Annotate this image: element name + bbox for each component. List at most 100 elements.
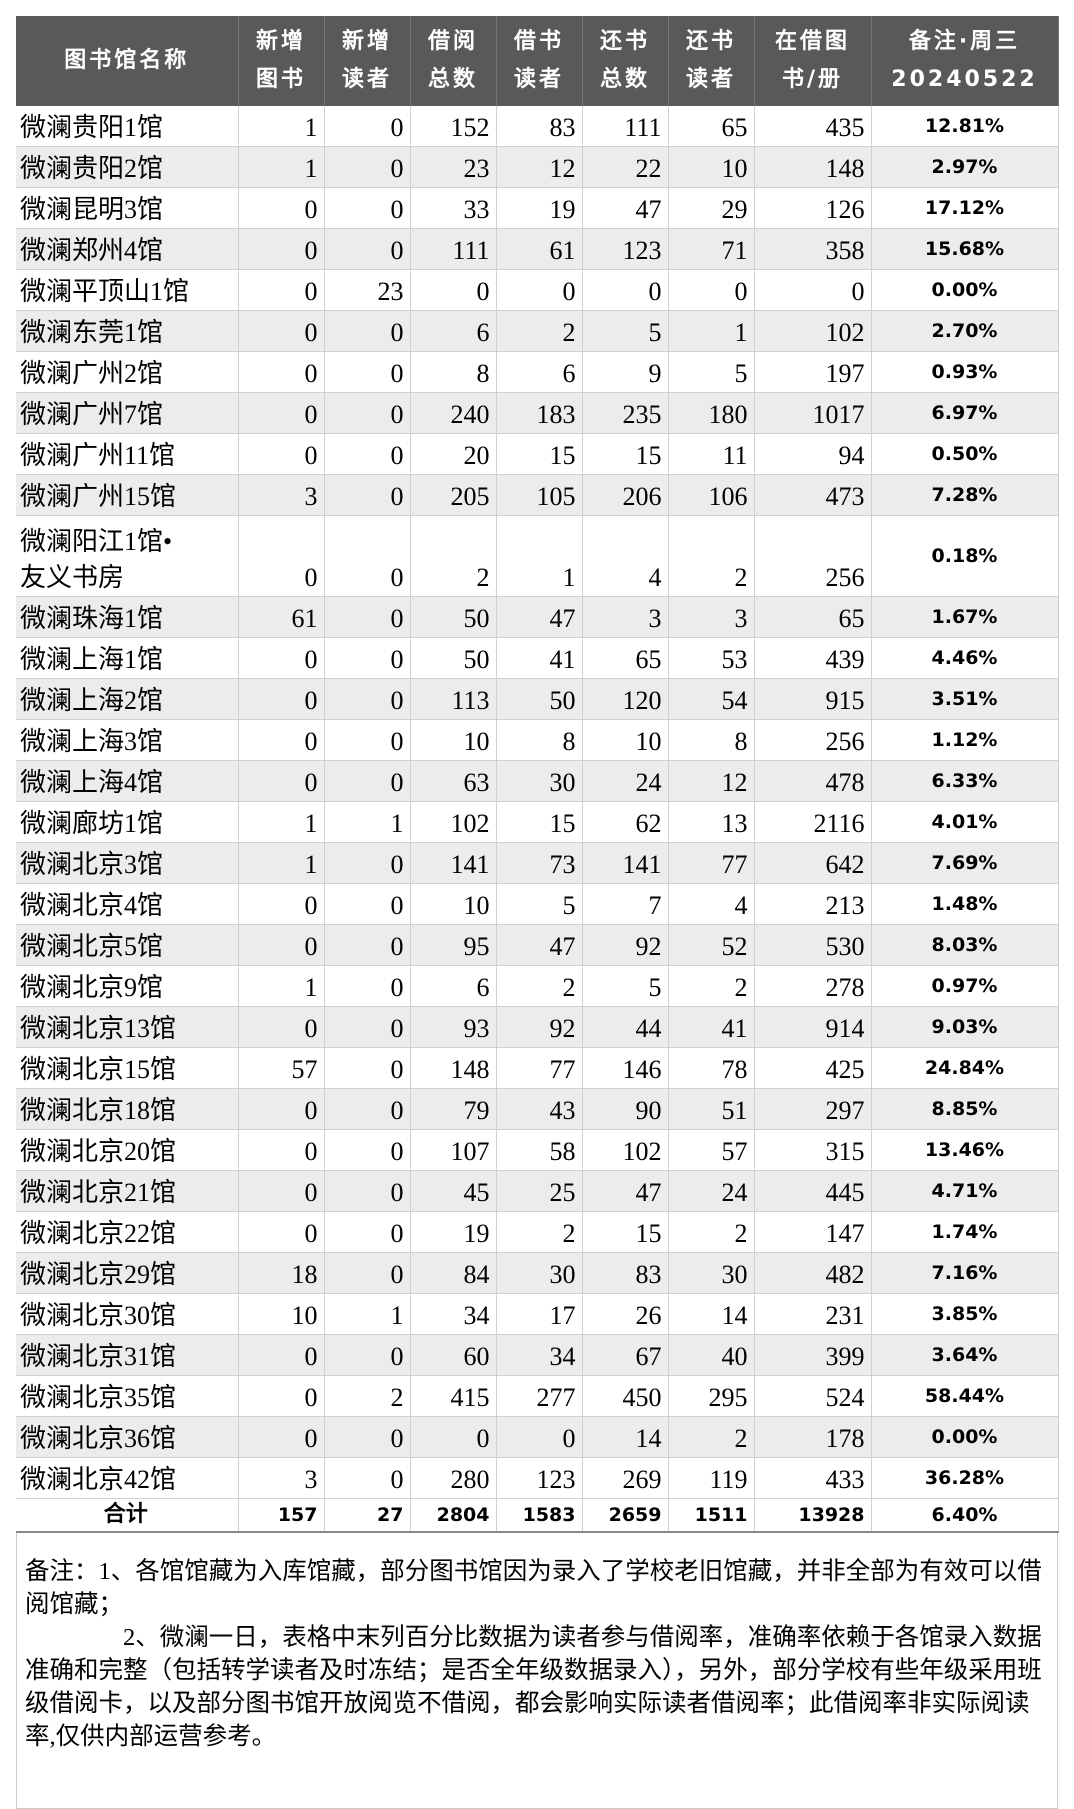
total-cell: 13928 (754, 1498, 872, 1533)
library-name: 微澜北京30馆 (16, 1293, 239, 1335)
cell: 295 (668, 1375, 755, 1417)
cell: 6.33% (871, 760, 1059, 802)
cell: 0 (238, 269, 325, 311)
library-name: 微澜东莞1馆 (16, 310, 239, 352)
cell: 50 (410, 637, 497, 679)
cell: 399 (754, 1334, 872, 1376)
cell: 2 (496, 310, 583, 352)
cell: 0 (324, 678, 411, 720)
cell: 0 (324, 1457, 411, 1499)
cell: 0 (324, 515, 411, 597)
cell: 0 (668, 269, 755, 311)
column-header: 借书 读者 (496, 16, 583, 106)
cell: 8.03% (871, 924, 1059, 966)
cell: 6 (496, 351, 583, 393)
cell: 53 (668, 637, 755, 679)
cell: 0.97% (871, 965, 1059, 1007)
document: 图书馆名称 新增 图书 新增 读者 借阅 总数 借书 读者 还书 总数 还书 读者 在借图 书… (16, 16, 1059, 1809)
cell: 13 (668, 801, 755, 843)
cell: 0 (238, 187, 325, 229)
cell: 0 (754, 269, 872, 311)
cell: 197 (754, 351, 872, 393)
cell: 12 (668, 760, 755, 802)
cell: 0 (238, 310, 325, 352)
library-name: 微澜平顶山1馆 (16, 269, 239, 311)
table-row: 微澜北京9馆 1 0 6 2 5 2 278 0.97% (16, 965, 1059, 1007)
cell: 22 (582, 146, 669, 188)
cell: 18 (238, 1252, 325, 1294)
cell: 63 (410, 760, 497, 802)
cell: 102 (754, 310, 872, 352)
cell: 3.51% (871, 678, 1059, 720)
table-row: 微澜广州11馆 0 0 20 15 15 11 94 0.50% (16, 433, 1059, 475)
cell: 17 (496, 1293, 583, 1335)
library-name: 微澜北京9馆 (16, 965, 239, 1007)
cell: 6.97% (871, 392, 1059, 434)
cell: 0 (324, 842, 411, 884)
library-name: 微澜广州15馆 (16, 474, 239, 516)
cell: 10 (668, 146, 755, 188)
cell: 65 (754, 596, 872, 638)
cell: 0 (324, 596, 411, 638)
total-row: 合计 157 27 2804 1583 2659 1511 13928 6.40% (16, 1498, 1059, 1533)
table-row: 微澜贵阳1馆 1 0 152 83 111 65 435 12.81% (16, 106, 1059, 147)
table-row: 微澜昆明3馆 0 0 33 19 47 29 126 17.12% (16, 187, 1059, 229)
cell: 0.18% (871, 515, 1059, 597)
cell: 147 (754, 1211, 872, 1253)
cell: 113 (410, 678, 497, 720)
library-name: 微澜北京5馆 (16, 924, 239, 966)
cell: 0 (324, 965, 411, 1007)
cell: 8.85% (871, 1088, 1059, 1130)
library-name: 微澜上海3馆 (16, 719, 239, 761)
cell: 0 (238, 678, 325, 720)
cell: 315 (754, 1129, 872, 1171)
cell: 47 (496, 924, 583, 966)
library-name: 微澜阳江1馆• 友义书房 (16, 515, 239, 597)
cell: 0 (324, 392, 411, 434)
library-name: 微澜广州7馆 (16, 392, 239, 434)
cell: 58.44% (871, 1375, 1059, 1417)
cell: 41 (668, 1006, 755, 1048)
cell: 7.28% (871, 474, 1059, 516)
table-row: 微澜北京5馆 0 0 95 47 92 52 530 8.03% (16, 924, 1059, 966)
cell: 256 (754, 515, 872, 597)
library-name: 微澜昆明3馆 (16, 187, 239, 229)
cell: 0 (324, 433, 411, 475)
library-name: 微澜北京35馆 (16, 1375, 239, 1417)
note: 备注：1、各馆馆藏为入库馆藏，部分图书馆因为录入了学校老旧馆藏，并非全部为有效可… (25, 1558, 1042, 1618)
cell: 2 (496, 965, 583, 1007)
cell: 0 (496, 269, 583, 311)
cell: 61 (496, 228, 583, 270)
cell: 30 (496, 760, 583, 802)
header-row: 图书馆名称 新增 图书 新增 读者 借阅 总数 借书 读者 还书 总数 还书 读者 在借图 书… (16, 16, 1059, 106)
cell: 530 (754, 924, 872, 966)
cell: 1.48% (871, 883, 1059, 925)
cell: 1 (238, 842, 325, 884)
cell: 0 (324, 310, 411, 352)
cell: 12 (496, 146, 583, 188)
cell: 111 (410, 228, 497, 270)
cell: 0 (410, 1416, 497, 1458)
cell: 2 (668, 1416, 755, 1458)
cell: 33 (410, 187, 497, 229)
cell: 4 (668, 883, 755, 925)
cell: 0 (324, 1252, 411, 1294)
cell: 14 (582, 1416, 669, 1458)
table-row: 微澜东莞1馆 0 0 6 2 5 1 102 2.70% (16, 310, 1059, 352)
cell: 34 (496, 1334, 583, 1376)
table-row: 微澜上海3馆 0 0 10 8 10 8 256 1.12% (16, 719, 1059, 761)
cell: 0 (238, 1375, 325, 1417)
table-row: 微澜阳江1馆• 友义书房 0 0 2 1 4 2 256 0.18% (16, 515, 1059, 597)
cell: 0 (238, 883, 325, 925)
cell: 0 (324, 474, 411, 516)
cell: 2.70% (871, 310, 1059, 352)
cell: 29 (668, 187, 755, 229)
cell: 256 (754, 719, 872, 761)
cell: 24 (582, 760, 669, 802)
cell: 3 (582, 596, 669, 638)
column-header: 在借图 书/册 (754, 16, 872, 106)
library-name: 微澜贵阳2馆 (16, 146, 239, 188)
table-row: 微澜北京13馆 0 0 93 92 44 41 914 9.03% (16, 1006, 1059, 1048)
cell: 40 (668, 1334, 755, 1376)
cell: 94 (754, 433, 872, 475)
